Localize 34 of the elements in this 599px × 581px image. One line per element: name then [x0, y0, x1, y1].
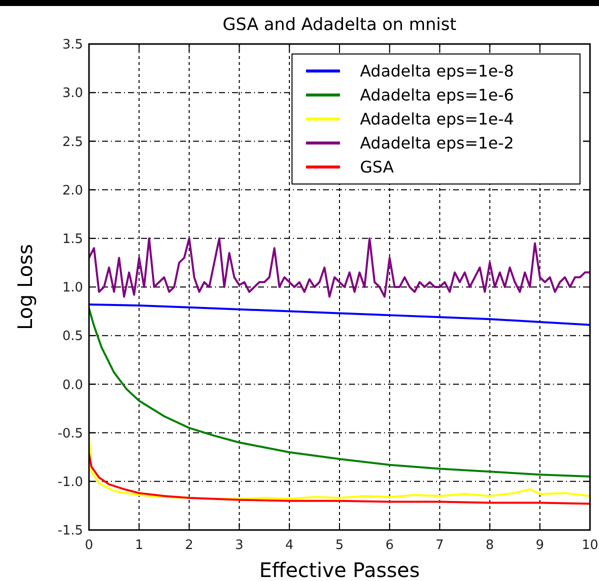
x-tick-label: 4 [285, 538, 294, 553]
y-tick-label: 2.0 [62, 183, 83, 198]
x-tick-label: 3 [235, 538, 244, 553]
y-tick-label: 2.5 [62, 134, 83, 150]
legend-label: GSA [360, 158, 394, 177]
y-tick-label: -1.5 [58, 524, 83, 539]
y-tick-label: -0.5 [58, 426, 83, 442]
y-axis-title: Log Loss [13, 244, 37, 330]
x-axis-title: Effective Passes [259, 558, 420, 581]
x-tick-label: 9 [536, 538, 544, 553]
x-tick-label: 0 [84, 538, 94, 553]
chart-title: GSA and Adadelta on mnist [222, 15, 457, 35]
line-series [89, 303, 590, 326]
y-tick-label: 0.5 [62, 329, 83, 344]
legend-label: Adadelta eps=1e-6 [360, 86, 514, 105]
line-series [89, 453, 590, 505]
y-tick-label: 3.5 [62, 38, 83, 53]
x-tick-label: 1 [134, 538, 144, 553]
line-series [89, 307, 590, 478]
legend-label: Adadelta eps=1e-4 [360, 110, 514, 129]
y-tick-label: 3.0 [62, 86, 83, 102]
x-tick-label: 6 [385, 538, 394, 553]
x-tick-label: 5 [335, 538, 344, 553]
x-tick-label: 8 [486, 538, 494, 553]
x-tick-label: 7 [436, 538, 444, 553]
y-tick-label: 0.0 [62, 378, 83, 393]
legend-label: Adadelta eps=1e-8 [360, 62, 514, 81]
line-series [89, 237, 590, 298]
y-tick-label: 1.0 [62, 280, 83, 296]
x-tick-label: 10 [582, 538, 598, 553]
x-tick-label: 2 [185, 538, 194, 553]
y-tick-label: -1.0 [58, 474, 83, 490]
legend-label: Adadelta eps=1e-2 [360, 134, 514, 153]
y-tick-label: 1.5 [62, 232, 83, 247]
